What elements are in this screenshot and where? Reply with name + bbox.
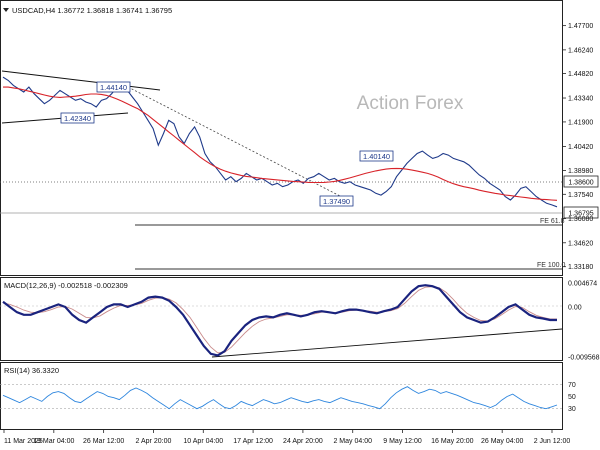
watermark: Action Forex	[357, 93, 464, 114]
time-tick-label: 11 Mar 2025	[4, 438, 43, 445]
rsi-tick-label: 70	[568, 382, 576, 389]
macd-title: MACD(12,26,9) -0.002518 -0.002309	[4, 281, 128, 290]
time-tick-label: 16 May 20:00	[431, 438, 474, 445]
price-tick-label: 1.40420	[568, 144, 593, 151]
time-tick-label: 26 May 04:00	[481, 438, 524, 445]
point-label-high-1-text: 1.44140	[100, 83, 127, 92]
rsi-panel-frame	[0, 362, 563, 430]
point-label-low-1: 1.42340	[60, 112, 95, 124]
price-tick-label: 1.43340	[568, 96, 593, 103]
price-axis: 1.47700 1.46240 1.44820 1.43340 1.41900 1.404…	[562, 23, 593, 271]
level-tag-resistance-box	[563, 175, 599, 188]
rsi-axis: 70 50 30	[568, 382, 576, 413]
time-tick-label: 17 Apr 12:00	[233, 438, 273, 445]
price-tick-label: 1.34620	[568, 240, 593, 247]
price-tick-label: 1.47700	[568, 23, 593, 30]
macd-signal-series	[2, 286, 557, 354]
price-panel-frame	[0, 0, 563, 276]
time-tick-label: 2 Apr 20:00	[136, 438, 172, 445]
time-tick-label: 19 Mar 04:00	[33, 438, 74, 445]
level-tag-close-box	[563, 206, 599, 219]
point-label-high-1-box	[96, 81, 131, 93]
time-tick-label: 26 Mar 12:00	[83, 438, 124, 445]
price-tick-label: 1.36080	[568, 216, 593, 223]
macd-series	[2, 284, 557, 357]
point-label-low-2-text: 1.37490	[323, 197, 350, 206]
rsi-tick-label: 50	[568, 394, 576, 401]
rsi-title: RSI(14) 36.3320	[4, 366, 59, 375]
price-series	[2, 76, 558, 208]
price-tick-label: 1.41900	[568, 119, 593, 126]
level-tag-resistance-text: 1.38600	[568, 180, 593, 187]
point-label-low-1-box	[60, 112, 95, 124]
time-tick-label: 2 May 04:00	[333, 438, 372, 445]
macd-tick-label: 0.00	[568, 305, 582, 312]
price-tick-label: 1.44820	[568, 71, 593, 78]
point-label-low-1-text: 1.42340	[64, 114, 91, 123]
point-label-high-2: 1.40140	[359, 150, 394, 162]
fib-label-100: FE 100.0	[537, 262, 566, 269]
macd-axis: 0.004674 0.00 -0.009568	[568, 281, 600, 362]
price-tick-label: 1.38980	[568, 168, 593, 175]
symbol-header: USDCAD,H4 1.36772 1.36818 1.36741 1.3679…	[3, 6, 172, 15]
point-label-low-2: 1.37490	[319, 195, 354, 207]
time-tick-label: 9 May 12:00	[383, 438, 422, 445]
time-tick-label: 10 Apr 04:00	[183, 438, 223, 445]
rsi-series	[2, 386, 558, 410]
level-tag-close: 1.36795	[563, 206, 599, 219]
point-label-high-2-text: 1.40140	[363, 152, 390, 161]
point-label-high-1: 1.44140	[96, 81, 131, 93]
moving-average-series	[3, 86, 558, 201]
symbol-ohlc: USDCAD,H4 1.36772 1.36818 1.36741 1.3679…	[12, 6, 172, 15]
macd-tick-label: -0.009568	[568, 354, 600, 361]
price-tick-label: 1.46240	[568, 47, 593, 54]
macd-divergence-line	[211, 328, 563, 358]
triangle-down-icon	[3, 8, 9, 12]
rsi-tick-label: 30	[568, 406, 576, 413]
point-label-high-2-box	[359, 150, 394, 162]
price-tick-label: 1.37540	[568, 192, 593, 199]
upper-channel-line	[1, 70, 161, 91]
level-tag-close-text: 1.36795	[568, 211, 593, 218]
level-tag-resistance: 1.38600	[563, 175, 599, 188]
price-tick-label: 1.33180	[568, 264, 593, 271]
time-tick-label: 24 Apr 20:00	[283, 438, 323, 445]
macd-tick-label: 0.004674	[568, 281, 597, 288]
time-tick-label: 2 Jun 12:00	[534, 438, 571, 445]
fib-label-61-8: FE 61.8	[540, 218, 565, 225]
point-label-low-2-box	[319, 195, 354, 207]
